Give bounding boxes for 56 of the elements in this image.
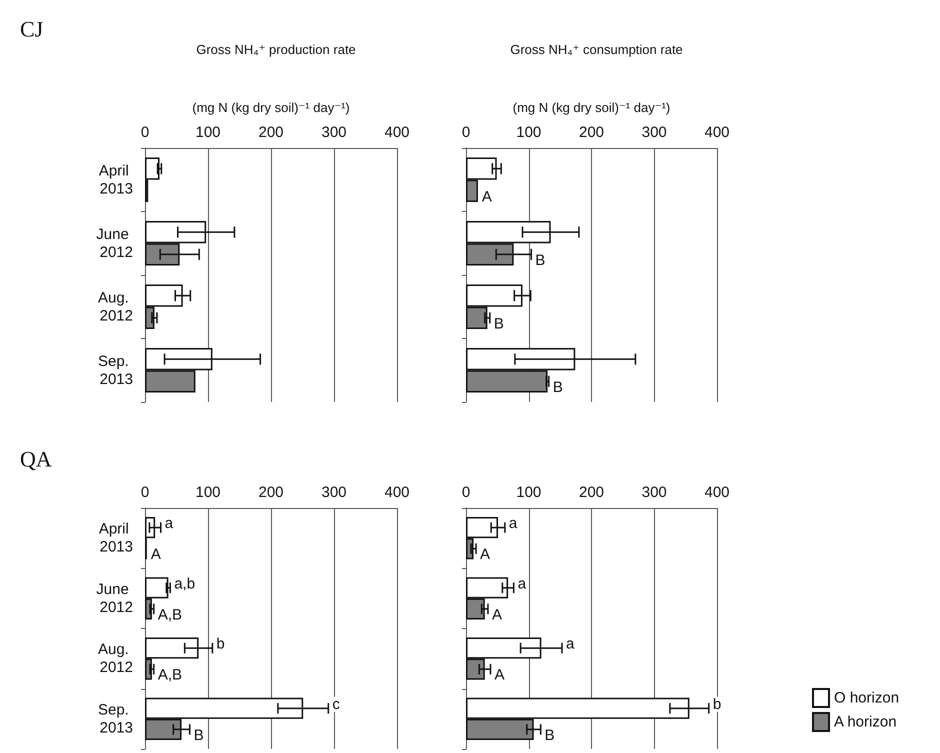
data-label: A bbox=[480, 546, 490, 564]
x-tick-label: 300 bbox=[321, 124, 347, 141]
data-label: A bbox=[150, 546, 161, 564]
data-label: c bbox=[332, 696, 340, 713]
data-label: B bbox=[544, 726, 555, 744]
x-axis-title: (mg N (kg dry soil)⁻¹ day⁻¹) bbox=[192, 100, 350, 115]
x-tick-label: 300 bbox=[321, 484, 347, 501]
x-tick-label: 400 bbox=[384, 484, 410, 501]
data-label: A bbox=[494, 666, 504, 684]
x-tick-label: 0 bbox=[462, 484, 470, 501]
legend-label: O horizon bbox=[834, 690, 900, 706]
data-label: B bbox=[494, 315, 504, 332]
y-tick-label: Sep. 2013 bbox=[98, 352, 133, 388]
x-tick-label: 200 bbox=[578, 484, 604, 501]
data-label: B bbox=[552, 378, 563, 396]
x-tick-label: 100 bbox=[195, 484, 221, 501]
x-tick-label: 200 bbox=[578, 124, 604, 141]
data-label: A bbox=[482, 188, 492, 206]
legend-label: A horizon bbox=[834, 714, 897, 730]
data-label: a bbox=[518, 575, 527, 592]
x-tick-label: 200 bbox=[258, 124, 284, 141]
data-label: a,b bbox=[174, 575, 196, 592]
y-tick-label: June 2012 bbox=[96, 226, 133, 261]
x-axis-title: (mg N (kg dry soil)⁻¹ day⁻¹) bbox=[512, 100, 670, 115]
data-label: a bbox=[566, 636, 576, 653]
y-tick-label: June 2012 bbox=[96, 580, 133, 616]
data-label: A,B bbox=[158, 606, 182, 624]
data-label: A bbox=[492, 606, 502, 624]
data-label: b bbox=[712, 696, 722, 713]
x-tick-label: 400 bbox=[704, 124, 730, 141]
data-label: a bbox=[508, 515, 518, 532]
x-tick-label: 400 bbox=[384, 124, 410, 141]
chart-title: Gross NH₄⁺ production rate bbox=[196, 42, 356, 57]
data-label: b bbox=[216, 636, 225, 653]
x-tick-label: 100 bbox=[516, 484, 542, 501]
x-tick-label: 100 bbox=[516, 124, 542, 141]
x-tick-label: 100 bbox=[195, 124, 221, 141]
x-tick-label: 0 bbox=[462, 124, 470, 141]
x-tick-label: 0 bbox=[140, 124, 150, 141]
data-label: B bbox=[535, 252, 546, 269]
y-tick-label: April 2013 bbox=[98, 520, 133, 556]
y-tick-label: Aug. 2012 bbox=[98, 641, 133, 676]
text: QA bbox=[20, 446, 52, 472]
chart-title: Gross NH₄⁺ consumption rate bbox=[510, 42, 683, 57]
x-tick-label: 200 bbox=[258, 484, 284, 501]
text: CJ bbox=[20, 16, 44, 42]
x-tick-label: 400 bbox=[704, 484, 730, 501]
x-tick-label: 300 bbox=[642, 484, 667, 501]
x-tick-label: 0 bbox=[140, 484, 150, 501]
data-label: A,B bbox=[158, 666, 182, 684]
x-tick-label: 300 bbox=[642, 124, 667, 141]
data-label: B bbox=[194, 726, 204, 744]
y-tick-label: April 2013 bbox=[98, 162, 133, 198]
data-label: a bbox=[164, 515, 174, 532]
y-tick-label: Sep. 2013 bbox=[98, 701, 133, 736]
y-tick-label: Aug. 2012 bbox=[98, 289, 133, 324]
